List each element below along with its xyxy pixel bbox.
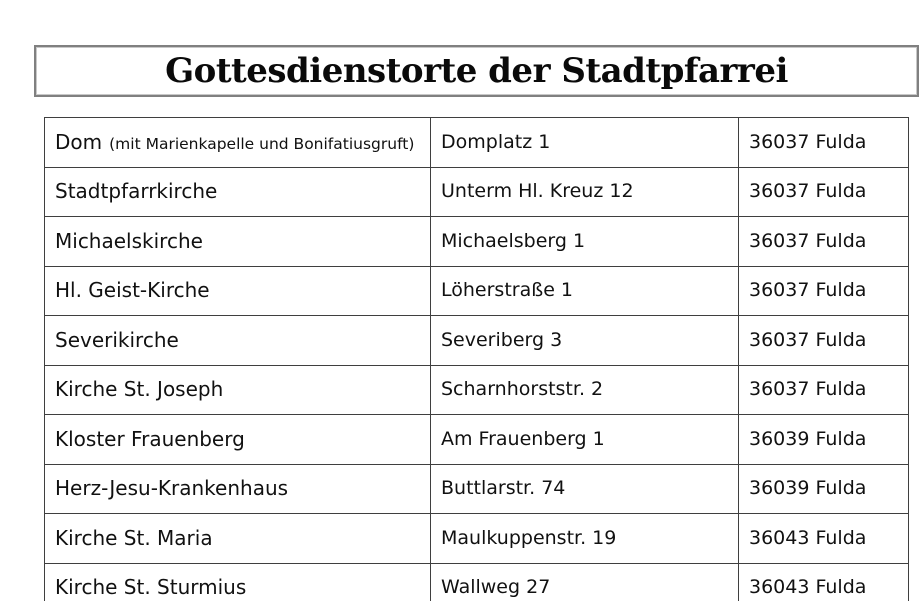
city-cell: 36037 Fulda	[738, 166, 909, 217]
church-name: Kirche St. Joseph	[55, 377, 224, 402]
city-cell: 36039 Fulda	[738, 463, 909, 514]
page-title: Gottesdienstorte der Stadtpfarrei	[165, 51, 788, 91]
street-cell: Wallweg 27	[430, 562, 739, 601]
table-row: Kirche St. Sturmius Wallweg 27 36043 Ful…	[44, 562, 909, 601]
street-cell: Am Frauenberg 1	[430, 414, 739, 465]
church-name-cell: Herz-Jesu-Krankenhaus	[44, 463, 431, 514]
street-cell: Buttlarstr. 74	[430, 463, 739, 514]
church-name-wrap: Dom (mit Marienkapelle und Bonifatiusgruf…	[55, 129, 414, 154]
church-name: Hl. Geist-Kirche	[55, 278, 210, 303]
church-name: Dom	[55, 129, 103, 154]
church-name: Kloster Frauenberg	[55, 426, 245, 451]
street-cell: Michaelsberg 1	[430, 216, 739, 267]
title-box: Gottesdienstorte der Stadtpfarrei	[34, 45, 919, 97]
church-name-wrap: Kloster Frauenberg	[55, 426, 365, 451]
church-name-cell: Kirche St. Maria	[44, 513, 431, 564]
city-cell: 36037 Fulda	[738, 216, 909, 267]
table-row: Kloster Frauenberg Am Frauenberg 1 36039…	[44, 414, 909, 465]
city-cell: 36037 Fulda	[738, 315, 909, 366]
church-name-cell: Hl. Geist-Kirche	[44, 265, 431, 316]
city-cell: 36043 Fulda	[738, 562, 909, 601]
church-name: Severikirche	[55, 327, 179, 352]
church-name-cell: Kirche St. Sturmius	[44, 562, 431, 601]
table-row: Hl. Geist-Kirche Löherstraße 1 36037 Ful…	[44, 265, 909, 316]
church-name: Herz-Jesu-Krankenhaus	[55, 476, 289, 501]
church-name-wrap: Hl. Geist-Kirche	[55, 279, 365, 302]
church-name-wrap: Kirche St. Joseph	[55, 378, 365, 401]
city-cell: 36037 Fulda	[738, 265, 909, 316]
street-cell: Unterm Hl. Kreuz 12	[430, 166, 739, 217]
church-name-wrap: Michaelskirche	[55, 228, 365, 253]
church-name-wrap: Kirche St. Sturmius	[55, 576, 365, 599]
city-cell: 36039 Fulda	[738, 414, 909, 465]
church-name-cell: Kirche St. Joseph	[44, 364, 431, 415]
church-name-note: (mit Marienkapelle und Bonifatiusgruft)	[109, 134, 415, 153]
city-cell: 36037 Fulda	[738, 117, 909, 168]
street-cell: Löherstraße 1	[430, 265, 739, 316]
church-locations-table: Dom (mit Marienkapelle und Bonifatiusgruf…	[44, 117, 909, 601]
street-cell: Scharnhorststr. 2	[430, 364, 739, 415]
table-row: Kirche St. Joseph Scharnhorststr. 2 3603…	[44, 364, 909, 415]
church-name: Kirche St. Sturmius	[55, 575, 247, 600]
street-cell: Severiberg 3	[430, 315, 739, 366]
church-name-cell: Michaelskirche	[44, 216, 431, 267]
church-name-wrap: Severikirche	[55, 327, 365, 352]
church-name-wrap: Kirche St. Maria	[55, 525, 365, 550]
city-cell: 36037 Fulda	[738, 364, 909, 415]
street-cell: Maulkuppenstr. 19	[430, 513, 739, 564]
table-row: Stadtpfarrkirche Unterm Hl. Kreuz 12 360…	[44, 166, 909, 217]
church-name-cell: Dom (mit Marienkapelle und Bonifatiusgruf…	[44, 117, 431, 168]
table-row: Herz-Jesu-Krankenhaus Buttlarstr. 74 360…	[44, 463, 909, 514]
street-cell: Domplatz 1	[430, 117, 739, 168]
church-table-body: Dom (mit Marienkapelle und Bonifatiusgruf…	[44, 117, 909, 601]
church-name: Kirche St. Maria	[55, 525, 213, 550]
church-name: Stadtpfarrkirche	[55, 179, 218, 204]
church-name-wrap: Stadtpfarrkirche	[55, 180, 365, 203]
table-row: Michaelskirche Michaelsberg 1 36037 Fuld…	[44, 216, 909, 267]
church-name-cell: Kloster Frauenberg	[44, 414, 431, 465]
table-row: Severikirche Severiberg 3 36037 Fulda	[44, 315, 909, 366]
church-name: Michaelskirche	[55, 228, 203, 253]
table-row: Kirche St. Maria Maulkuppenstr. 19 36043…	[44, 513, 909, 564]
church-name-cell: Stadtpfarrkirche	[44, 166, 431, 217]
church-name-wrap: Herz-Jesu-Krankenhaus	[55, 477, 365, 500]
church-name-cell: Severikirche	[44, 315, 431, 366]
city-cell: 36043 Fulda	[738, 513, 909, 564]
table-row: Dom (mit Marienkapelle und Bonifatiusgruf…	[44, 117, 909, 168]
